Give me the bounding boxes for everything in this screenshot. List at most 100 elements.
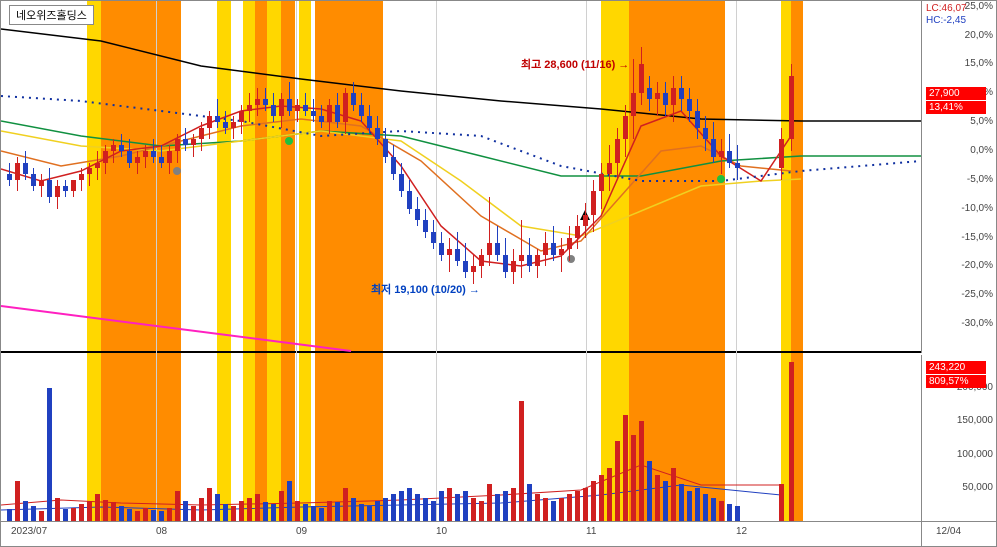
volume-bar bbox=[367, 506, 372, 521]
volume-bar bbox=[87, 501, 92, 521]
price-y-axis: LC:46,07 HC:-2,45 27,900 13,41% 25,0%20,… bbox=[921, 1, 997, 353]
volume-bar bbox=[327, 501, 332, 521]
volume-bar bbox=[167, 508, 172, 521]
volume-bar bbox=[607, 468, 612, 521]
volume-bar bbox=[215, 494, 220, 521]
volume-bar bbox=[191, 506, 196, 521]
volume-bar bbox=[199, 498, 204, 521]
low-annotation: 최저 19,100 (10/20) → bbox=[371, 281, 480, 297]
price-y-tick: 20,0% bbox=[965, 30, 993, 41]
volume-bar bbox=[31, 506, 36, 521]
price-y-tick: 5,0% bbox=[970, 116, 993, 127]
volume-bar bbox=[647, 461, 652, 521]
volume-y-tick: 150,000 bbox=[957, 415, 993, 426]
volume-bar bbox=[639, 421, 644, 521]
x-axis-label: 10 bbox=[436, 526, 447, 537]
volume-bar bbox=[575, 491, 580, 521]
x-axis-label: 12 bbox=[736, 526, 747, 537]
volume-bar bbox=[527, 484, 532, 521]
volume-bar bbox=[383, 498, 388, 521]
volume-bar bbox=[415, 494, 420, 521]
volume-bar bbox=[135, 511, 140, 521]
volume-bar bbox=[335, 502, 340, 521]
volume-bar bbox=[535, 494, 540, 521]
volume-y-axis: 243,220 809,57% 200,000150,000100,00050,… bbox=[921, 355, 997, 521]
volume-bar bbox=[271, 504, 276, 521]
volume-bar bbox=[159, 511, 164, 521]
volume-bar bbox=[287, 481, 292, 521]
volume-bar bbox=[127, 509, 132, 521]
volume-y-tick: 50,000 bbox=[962, 482, 993, 493]
volume-bar bbox=[789, 362, 794, 521]
volume-bar bbox=[727, 504, 732, 521]
price-y-tick: 15,0% bbox=[965, 58, 993, 69]
volume-bar bbox=[279, 491, 284, 521]
volume-bar bbox=[95, 494, 100, 521]
volume-bar bbox=[119, 506, 124, 521]
stock-name-label: 네오위즈홀딩스 bbox=[9, 5, 94, 25]
volume-bar bbox=[183, 501, 188, 521]
volume-bar bbox=[487, 484, 492, 521]
volume-bar bbox=[175, 491, 180, 521]
volume-bar bbox=[671, 468, 676, 521]
volume-bar bbox=[719, 501, 724, 521]
volume-bar bbox=[703, 494, 708, 521]
volume-bar bbox=[511, 488, 516, 521]
volume-bar bbox=[351, 498, 356, 521]
volume-bar bbox=[431, 501, 436, 521]
volume-bar bbox=[239, 501, 244, 521]
volume-bar bbox=[623, 415, 628, 521]
volume-bar bbox=[463, 491, 468, 521]
volume-bar bbox=[447, 488, 452, 521]
volume-bar bbox=[519, 401, 524, 521]
volume-bar bbox=[71, 508, 76, 521]
volume-bar bbox=[495, 494, 500, 521]
price-chart-panel[interactable]: 최고 28,600 (11/16) → 최저 19,100 (10/20) → bbox=[1, 1, 921, 353]
lc-label: LC:46,07 bbox=[926, 3, 967, 14]
stock-chart-container: 네오위즈홀딩스 최고 28,600 (11/16) → 최저 19,100 (1… bbox=[0, 0, 997, 547]
volume-bar bbox=[407, 488, 412, 521]
volume-bar bbox=[255, 494, 260, 521]
price-y-tick: 25,0% bbox=[965, 1, 993, 12]
x-label-future: 12/04 bbox=[936, 526, 961, 537]
volume-bar bbox=[111, 502, 116, 521]
volume-bar bbox=[503, 491, 508, 521]
x-axis-label: 11 bbox=[586, 526, 596, 537]
volume-bar bbox=[247, 498, 252, 521]
price-y-tick: -5,0% bbox=[967, 174, 993, 185]
volume-bar bbox=[591, 481, 596, 521]
volume-bar bbox=[479, 501, 484, 521]
volume-chart-panel[interactable] bbox=[1, 355, 921, 521]
volume-bar bbox=[779, 484, 784, 521]
price-overlay-svg bbox=[1, 1, 921, 353]
volume-bar bbox=[735, 506, 740, 521]
volume-bar bbox=[551, 501, 556, 521]
volume-bar bbox=[655, 475, 660, 521]
volume-bar bbox=[471, 498, 476, 521]
current-volume-badge: 243,220 bbox=[926, 361, 986, 374]
volume-bar bbox=[263, 502, 268, 521]
price-y-tick: -20,0% bbox=[961, 260, 993, 271]
volume-bar bbox=[151, 510, 156, 521]
volume-bar bbox=[599, 475, 604, 521]
volume-bar bbox=[559, 498, 564, 521]
volume-bar bbox=[15, 481, 20, 521]
volume-bar bbox=[567, 494, 572, 521]
volume-bar bbox=[375, 501, 380, 521]
volume-bar bbox=[423, 498, 428, 521]
x-axis-label: 08 bbox=[156, 526, 167, 537]
hc-label: HC:-2,45 bbox=[926, 15, 966, 26]
x-axis-label: 09 bbox=[296, 526, 307, 537]
volume-bar bbox=[615, 441, 620, 521]
volume-bar bbox=[63, 509, 68, 521]
volume-bar bbox=[47, 388, 52, 521]
volume-bar bbox=[439, 491, 444, 521]
volume-bar bbox=[143, 508, 148, 521]
volume-bar bbox=[55, 498, 60, 521]
x-axis-label: 2023/07 bbox=[11, 526, 47, 537]
volume-bar bbox=[391, 494, 396, 521]
current-pct-badge: 13,41% bbox=[926, 101, 986, 114]
volume-bar bbox=[343, 488, 348, 521]
volume-bar bbox=[231, 506, 236, 521]
volume-bar bbox=[631, 435, 636, 521]
